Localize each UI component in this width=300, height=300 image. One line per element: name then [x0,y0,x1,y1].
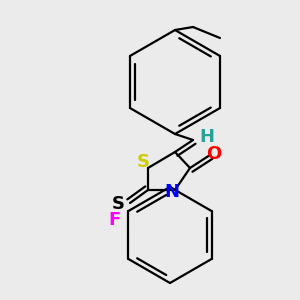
Text: H: H [200,128,214,146]
Text: N: N [164,183,179,201]
Text: S: S [112,195,124,213]
Text: O: O [206,145,222,163]
Text: S: S [136,153,149,171]
Text: F: F [109,211,121,229]
